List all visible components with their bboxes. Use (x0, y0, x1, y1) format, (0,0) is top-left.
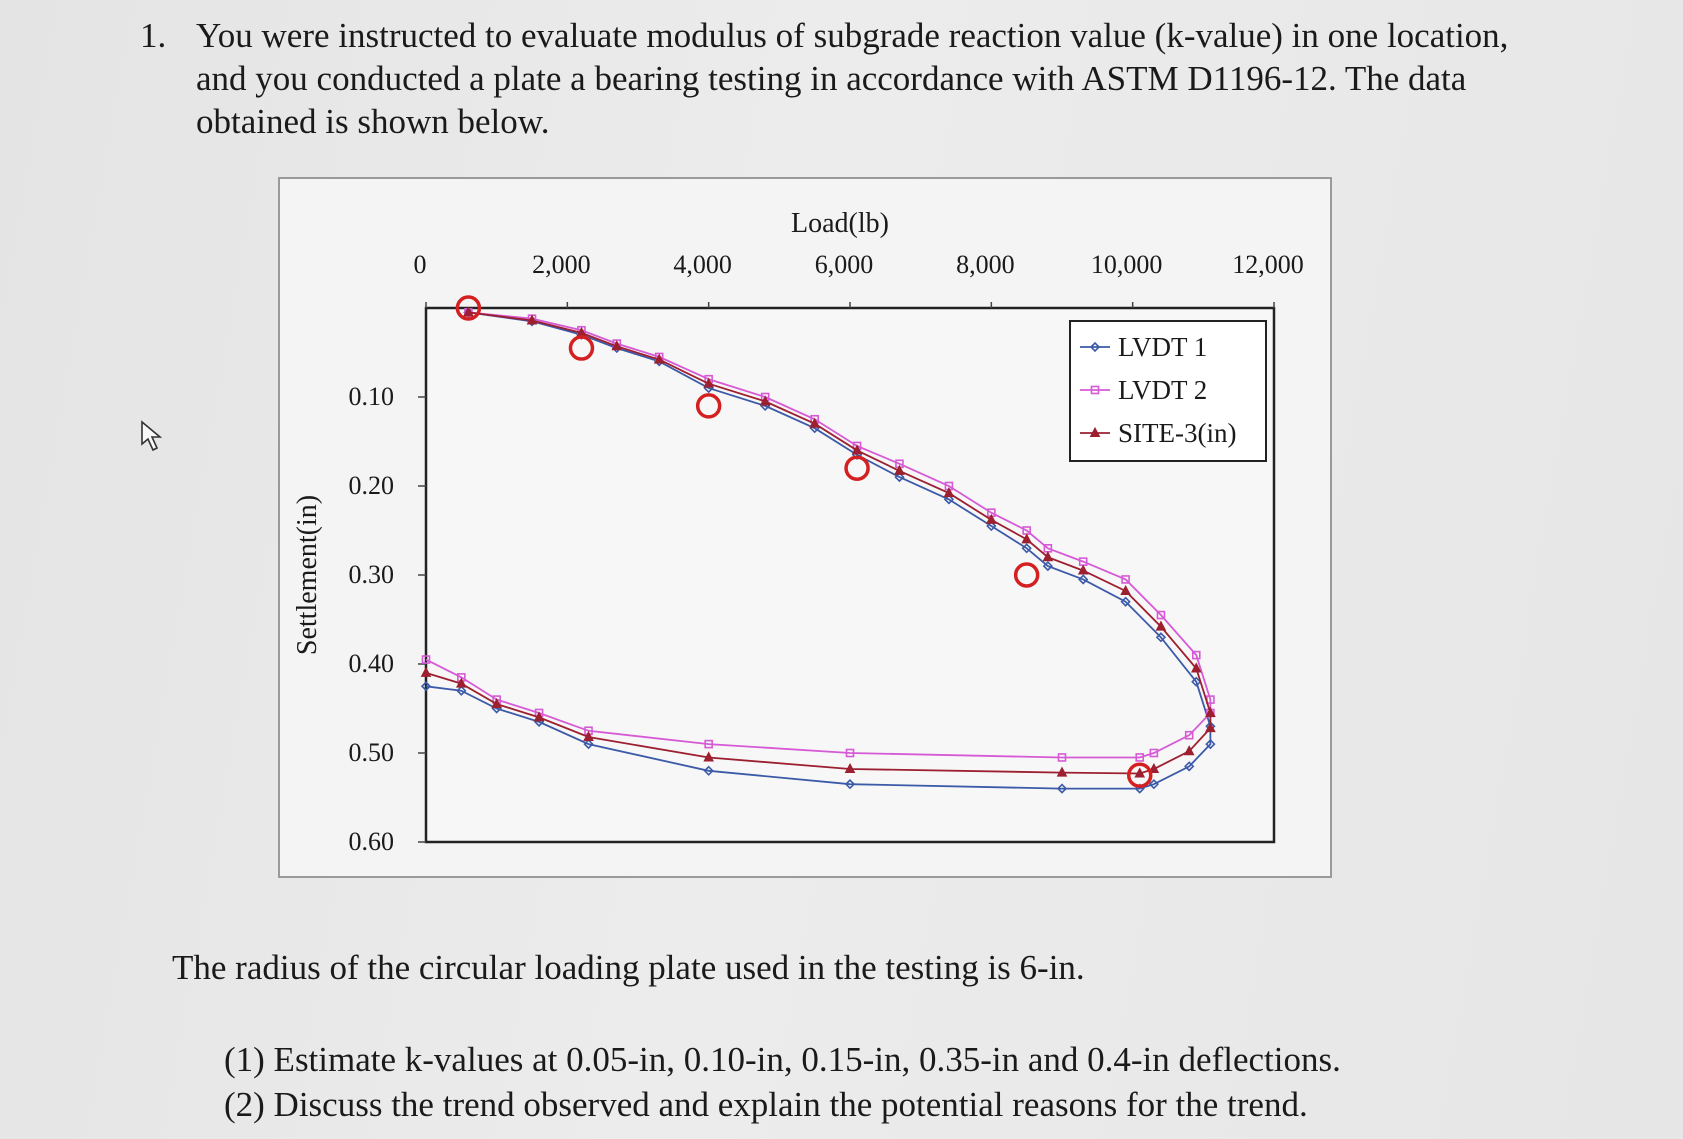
data-point (1135, 753, 1145, 762)
data-point (1021, 533, 1032, 544)
data-point (526, 314, 538, 325)
data-point (986, 513, 997, 524)
data-point (1077, 564, 1089, 575)
data-point (1042, 560, 1053, 572)
y-tick-label: 0.30 (349, 560, 395, 589)
data-point (703, 377, 714, 388)
x-axis-title: Load(lb) (791, 208, 889, 239)
data-point (759, 395, 771, 406)
data-point (533, 711, 545, 722)
plate-radius-note: The radius of the circular loading plate… (172, 948, 1085, 987)
legend-label: LVDT 2 (1118, 375, 1207, 405)
y-tick-label: 0.20 (349, 471, 395, 500)
data-point (1042, 551, 1054, 562)
data-point (704, 739, 713, 749)
circled-point (1126, 762, 1153, 788)
mouse-cursor-icon (141, 420, 163, 452)
data-point (703, 751, 714, 762)
data-point (420, 681, 432, 692)
data-point (1148, 762, 1160, 774)
data-point (1184, 761, 1195, 772)
data-point (653, 353, 665, 364)
chart-canvas: Load(lb) 0 2,000 4,000 6,000 8,000 10,000 12,00… (292, 208, 1304, 856)
circled-point (695, 393, 722, 419)
data-point (1120, 596, 1131, 607)
x-tick-label: 2,000 (532, 250, 591, 279)
y-tick-label: 0.50 (349, 738, 395, 767)
x-tick-label: 8,000 (956, 250, 1015, 279)
circled-point (568, 335, 595, 361)
data-point (851, 444, 863, 455)
data-point (1205, 738, 1216, 750)
data-point (1156, 610, 1166, 620)
x-tick-label: 10,000 (1091, 250, 1163, 279)
data-point (1134, 767, 1146, 778)
data-point (1184, 730, 1194, 740)
data-point (1183, 745, 1195, 756)
data-point (1056, 766, 1068, 777)
data-point (844, 779, 856, 790)
y-axis-title: Settlement(in) (292, 495, 323, 655)
data-point (1056, 783, 1068, 794)
data-point (844, 762, 856, 774)
task-2: (2) Discuss the trend observed and expla… (224, 1085, 1308, 1124)
data-point (456, 677, 467, 688)
data-point (1021, 543, 1032, 554)
data-point (1191, 676, 1202, 687)
data-point (1120, 584, 1131, 596)
data-point (1191, 650, 1201, 660)
data-point (463, 306, 474, 317)
data-point (611, 340, 623, 351)
data-point (894, 464, 905, 475)
data-point (1057, 753, 1067, 762)
data-point (1190, 662, 1202, 673)
legend-marker (1089, 341, 1101, 353)
data-point (943, 494, 955, 505)
x-tick-label: 12,000 (1232, 250, 1304, 279)
data-point (1121, 575, 1130, 584)
question-text: You were instructed to evaluate modulus … (196, 16, 1509, 141)
x-tick-label: 0 (414, 250, 427, 279)
data-point (1148, 779, 1159, 790)
legend-marker (1090, 385, 1100, 395)
data-point (583, 730, 594, 741)
circled-point (1013, 562, 1040, 588)
legend-label: SITE-3(in) (1118, 418, 1236, 448)
series-line (425, 311, 1212, 790)
settlement-load-chart: Load(lb) 0 2,000 4,000 6,000 8,000 10,000 12,00… (278, 177, 1332, 878)
data-point (1205, 722, 1216, 733)
data-point (421, 655, 431, 664)
question-number: 1. (140, 16, 167, 55)
y-tick-label: 0.60 (349, 827, 395, 856)
data-point (583, 738, 594, 750)
legend-label: LVDT 1 (1118, 332, 1207, 362)
data-point (809, 417, 820, 428)
data-point (894, 471, 905, 483)
task-1: (1) Estimate k-values at 0.05-in, 0.10-i… (224, 1040, 1341, 1079)
y-tick-label: 0.10 (349, 382, 395, 411)
data-point (1149, 748, 1159, 758)
data-point (943, 487, 955, 498)
circled-point (844, 455, 870, 481)
x-tick-label: 4,000 (673, 250, 732, 279)
data-point (1205, 706, 1216, 717)
legend-marker (1089, 426, 1101, 437)
x-tick-label: 6,000 (815, 250, 874, 279)
data-point (1155, 620, 1167, 631)
data-point (456, 685, 467, 696)
data-point (420, 666, 432, 677)
data-point (491, 697, 502, 709)
data-point (703, 765, 714, 776)
data-point (1078, 574, 1089, 585)
circled-point (455, 295, 482, 321)
data-point (1155, 632, 1167, 643)
legend-box (1069, 320, 1267, 462)
y-tick-label: 0.40 (349, 649, 395, 678)
data-point (986, 520, 997, 532)
data-point (845, 748, 855, 758)
